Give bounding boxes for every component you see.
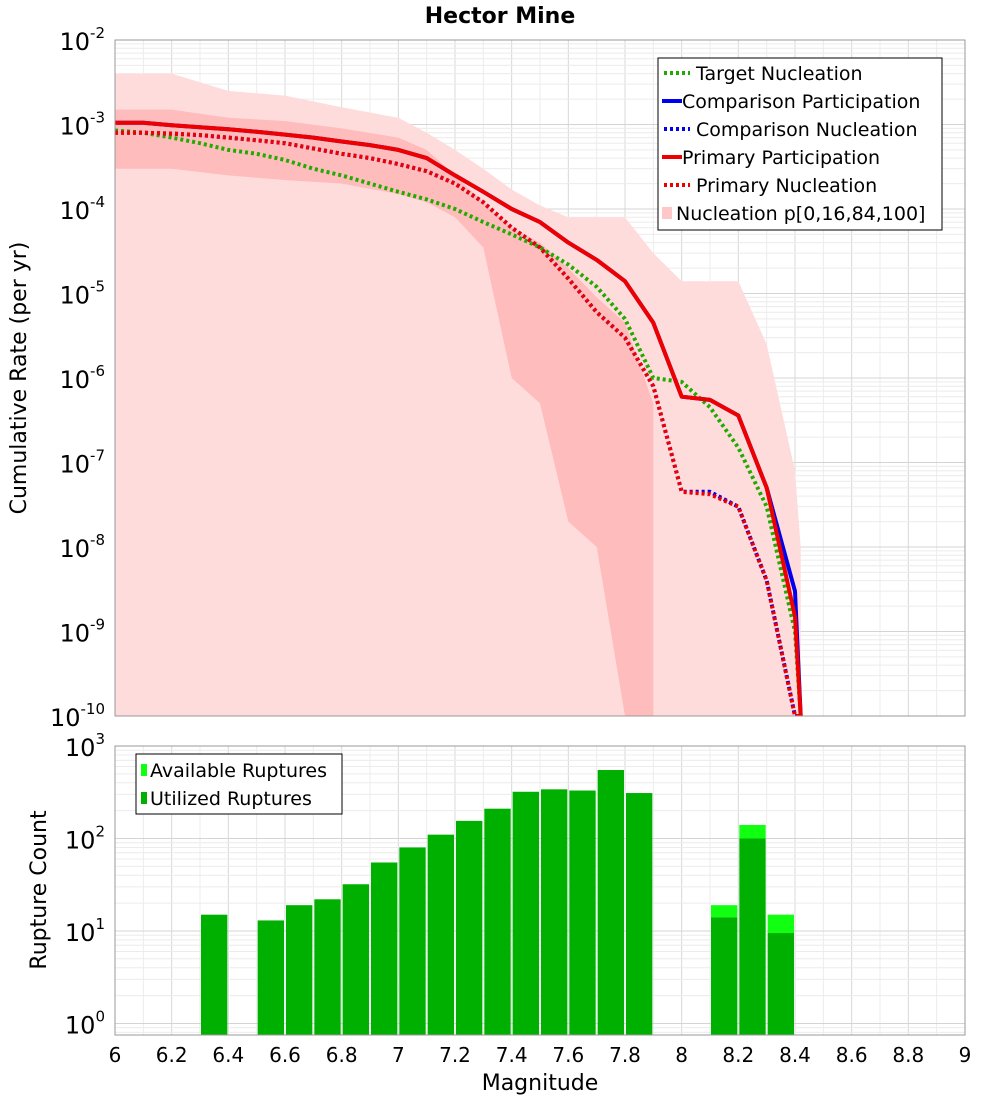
- x-tick-label: 7.4: [496, 1043, 528, 1067]
- legend-label: Primary Nucleation: [696, 175, 877, 197]
- x-tick-label: 8.6: [836, 1043, 868, 1067]
- bottom-y-tick-label: 101: [65, 915, 105, 947]
- x-tick-label: 8: [675, 1043, 688, 1067]
- bottom-bars: [201, 770, 794, 1035]
- bottom-legend-box: [135, 753, 343, 815]
- bottom-y-tick-label: 102: [65, 822, 105, 854]
- x-tick-label: 6.4: [212, 1043, 244, 1067]
- legend-label: Utilized Ruptures: [150, 788, 312, 810]
- top-y-tick-label: 10-7: [59, 447, 105, 479]
- band-1: [115, 109, 654, 716]
- top-y-tick-label: 10-10: [50, 700, 105, 732]
- bar-available: [767, 914, 794, 934]
- bar-utilized: [541, 789, 568, 1035]
- bar-utilized: [456, 820, 483, 1035]
- top-series-lines: [115, 120, 803, 716]
- bar-available: [711, 905, 738, 918]
- bar-utilized: [626, 793, 653, 1035]
- legend-label: Comparison Nucleation: [696, 119, 918, 141]
- x-tick-label: 7.2: [439, 1043, 471, 1067]
- x-tick-label: 6.6: [269, 1043, 301, 1067]
- bottom-y-ticks: 100 101 102 103: [65, 730, 105, 1039]
- legend-swatch-bar: [141, 764, 147, 776]
- top-y-tick-label: 10-8: [59, 531, 105, 563]
- bar-utilized: [314, 899, 341, 1035]
- bar-utilized: [484, 808, 511, 1035]
- legend-swatch-band: [662, 207, 672, 219]
- bar-utilized: [371, 862, 398, 1035]
- bar-utilized: [427, 834, 454, 1035]
- chart-title: Hector Mine: [425, 4, 576, 29]
- legend-label: Comparison Participation: [682, 91, 920, 113]
- top-bands: [115, 73, 801, 716]
- bar-utilized: [201, 914, 228, 1035]
- top-y-tick-label: 10-5: [59, 278, 105, 310]
- top-y-ticks: 10-2 10-3 10-4 10-5 10-6 10-7 10-8 10-9 10-10: [50, 24, 105, 732]
- bottom-y-tick-label: 103: [65, 730, 105, 762]
- top-plot-frame: [114, 39, 966, 717]
- bottom-y-axis-label: Rupture Count: [27, 810, 52, 970]
- x-tick-label: 6.8: [326, 1043, 358, 1067]
- bar-utilized: [286, 905, 313, 1035]
- legend-label: Primary Participation: [682, 147, 880, 169]
- top-y-tick-label: 10-3: [59, 109, 105, 141]
- bar-utilized: [711, 917, 738, 1035]
- x-ticks: 6 6.2 6.4 6.6 6.8 7 7.2 7.4 7.6 7.8 8 8.2 8.4 8.6 8.8 9: [109, 1043, 972, 1067]
- legend-label: Available Ruptures: [150, 760, 327, 782]
- series-line-3: [115, 120, 803, 716]
- bar-utilized: [342, 884, 369, 1035]
- legend-swatch-bar: [141, 792, 147, 804]
- legend-label: Target Nucleation: [695, 63, 863, 85]
- bar-utilized: [569, 790, 596, 1035]
- x-tick-label: 8.8: [892, 1043, 924, 1067]
- x-tick-label: 8.2: [722, 1043, 754, 1067]
- bar-utilized: [512, 791, 539, 1035]
- x-axis-label: Magnitude: [482, 1071, 599, 1096]
- top-legend: Target Nucleation Comparison Participatio…: [657, 57, 943, 231]
- x-tick-label: 7.6: [552, 1043, 584, 1067]
- x-tick-label: 7.8: [609, 1043, 641, 1067]
- top-y-tick-label: 10-2: [59, 24, 105, 56]
- top-y-tick-label: 10-4: [59, 193, 105, 225]
- x-tick-label: 8.4: [779, 1043, 811, 1067]
- top-y-axis-label: Cumulative Rate (per yr): [7, 242, 32, 515]
- bottom-plot-frame: [114, 745, 966, 1036]
- bar-utilized: [597, 770, 624, 1035]
- top-legend-box: [657, 57, 943, 231]
- series-line-4: [115, 130, 801, 716]
- bar-available: [739, 824, 766, 839]
- x-tick-label: 9: [959, 1043, 972, 1067]
- x-tick-label: 6: [109, 1043, 122, 1067]
- x-tick-label: 6.2: [156, 1043, 188, 1067]
- legend-label: Nucleation p[0,16,84,100]: [676, 203, 925, 225]
- bar-utilized: [257, 920, 284, 1035]
- bar-utilized: [399, 847, 426, 1035]
- top-y-tick-label: 10-9: [59, 616, 105, 648]
- x-tick-label: 7: [392, 1043, 405, 1067]
- series-line-0: [115, 128, 803, 716]
- bottom-y-tick-label: 100: [65, 1007, 105, 1039]
- bar-utilized: [739, 838, 766, 1035]
- bottom-legend: Available Ruptures Utilized Ruptures: [135, 753, 343, 815]
- bar-utilized: [767, 933, 794, 1035]
- top-y-tick-label: 10-6: [59, 362, 105, 394]
